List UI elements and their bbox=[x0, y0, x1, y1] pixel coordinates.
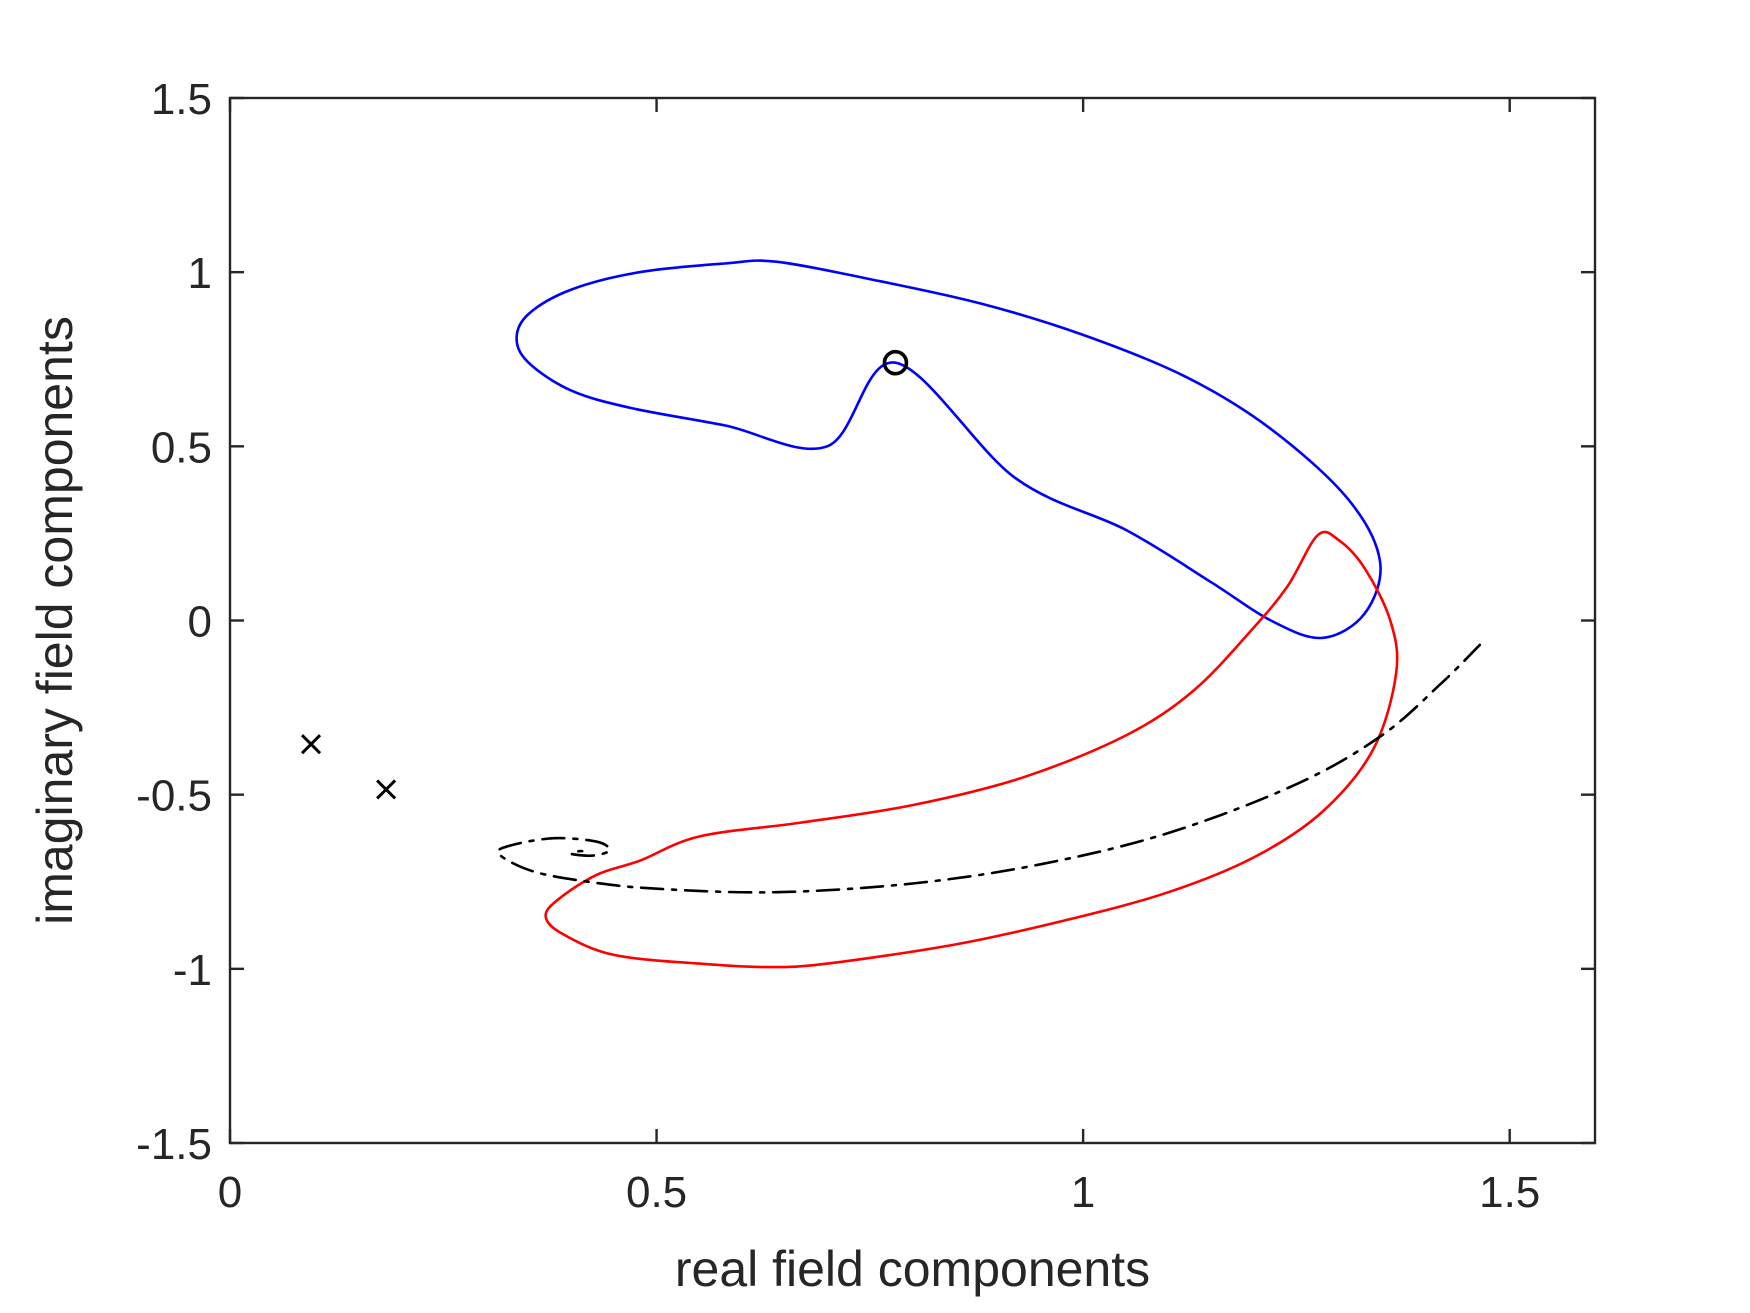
x-axis-label: real field components bbox=[675, 1241, 1150, 1297]
axes-box bbox=[228, 96, 1597, 1145]
x-tick-label: 0 bbox=[218, 1168, 242, 1217]
x-tick-label: 1.5 bbox=[1479, 1168, 1540, 1217]
x-axis: 0 0.5 1 1.5 bbox=[218, 98, 1540, 1217]
y-tick-label: 1 bbox=[188, 249, 212, 298]
marker-circle bbox=[882, 349, 909, 376]
y-tick-label: -1.5 bbox=[136, 1120, 212, 1169]
marker-cross bbox=[300, 734, 322, 755]
y-tick-label: -1 bbox=[173, 946, 212, 995]
y-tick-label: -0.5 bbox=[136, 772, 212, 821]
x-tick-label: 0.5 bbox=[626, 1168, 687, 1217]
y-tick-label: 0.5 bbox=[151, 423, 212, 472]
series-line-3 bbox=[496, 643, 1482, 894]
y-axis: -1.5 -1 -0.5 0 0.5 1 1.5 bbox=[136, 75, 1595, 1169]
series-line-1 bbox=[515, 259, 1382, 640]
x-tick-label: 1 bbox=[1071, 1168, 1095, 1217]
series-line-2 bbox=[544, 530, 1399, 969]
y-axis-label: imaginary field components bbox=[27, 316, 83, 925]
marker-cross bbox=[376, 779, 397, 800]
y-tick-label: 0 bbox=[188, 598, 212, 647]
plot-area bbox=[300, 259, 1482, 969]
y-tick-label: 1.5 bbox=[151, 75, 212, 124]
